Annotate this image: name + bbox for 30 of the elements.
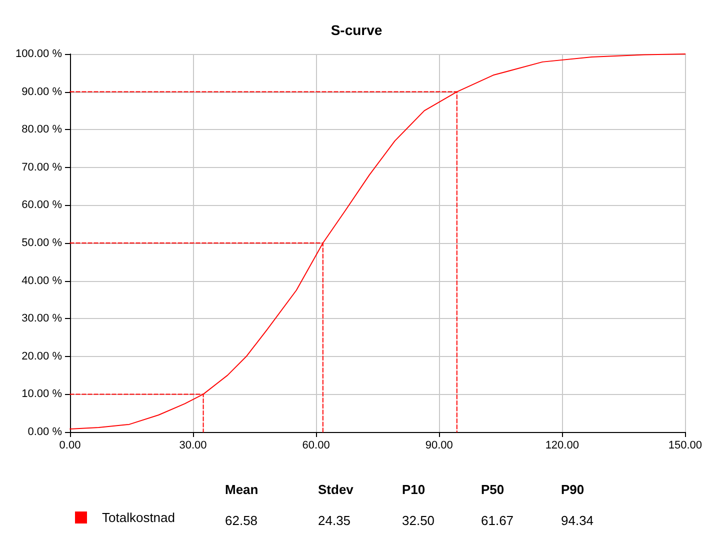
x-tick-label: 90.00 bbox=[425, 440, 453, 452]
x-tick-label: 150.00 bbox=[668, 440, 702, 452]
x-tick-label: 60.00 bbox=[302, 440, 330, 452]
y-tick-label: 40.00 % bbox=[22, 274, 62, 287]
text: 32.50 bbox=[402, 513, 435, 528]
y-tick-label: 60.00 % bbox=[22, 199, 62, 212]
chart-title: S-curve bbox=[330, 22, 382, 38]
y-tick-label: 50.00 % bbox=[22, 237, 62, 249]
text: P50 bbox=[481, 482, 504, 497]
line-series bbox=[70, 54, 686, 430]
text: Stdev bbox=[318, 482, 354, 497]
y-tick-label: 10.00 % bbox=[22, 388, 62, 400]
text: 62.58 bbox=[225, 513, 258, 528]
legend-label: Totalkostnad bbox=[102, 510, 175, 525]
text: 61.67 bbox=[481, 513, 514, 528]
y-tick-label: 0.00 % bbox=[28, 426, 62, 438]
y-tick-label: 30.00 % bbox=[22, 312, 62, 325]
text: 94.34 bbox=[561, 513, 594, 528]
text: 24.35 bbox=[318, 513, 351, 528]
x-tick-label: 30.00 bbox=[179, 440, 207, 452]
y-tick-label: 20.00 % bbox=[22, 350, 62, 362]
y-tick-label: 80.00 % bbox=[22, 124, 62, 136]
x-tick-label: 0.00 bbox=[59, 440, 81, 452]
y-tick-label: 70.00 % bbox=[22, 161, 62, 174]
y-tick-label: 90.00 % bbox=[22, 86, 62, 98]
text: Mean bbox=[225, 482, 258, 497]
text: P10 bbox=[402, 482, 426, 497]
x-tick-label: 120.00 bbox=[545, 440, 579, 452]
text: P90 bbox=[561, 482, 584, 497]
y-tick-label: 100.00 % bbox=[16, 48, 62, 60]
